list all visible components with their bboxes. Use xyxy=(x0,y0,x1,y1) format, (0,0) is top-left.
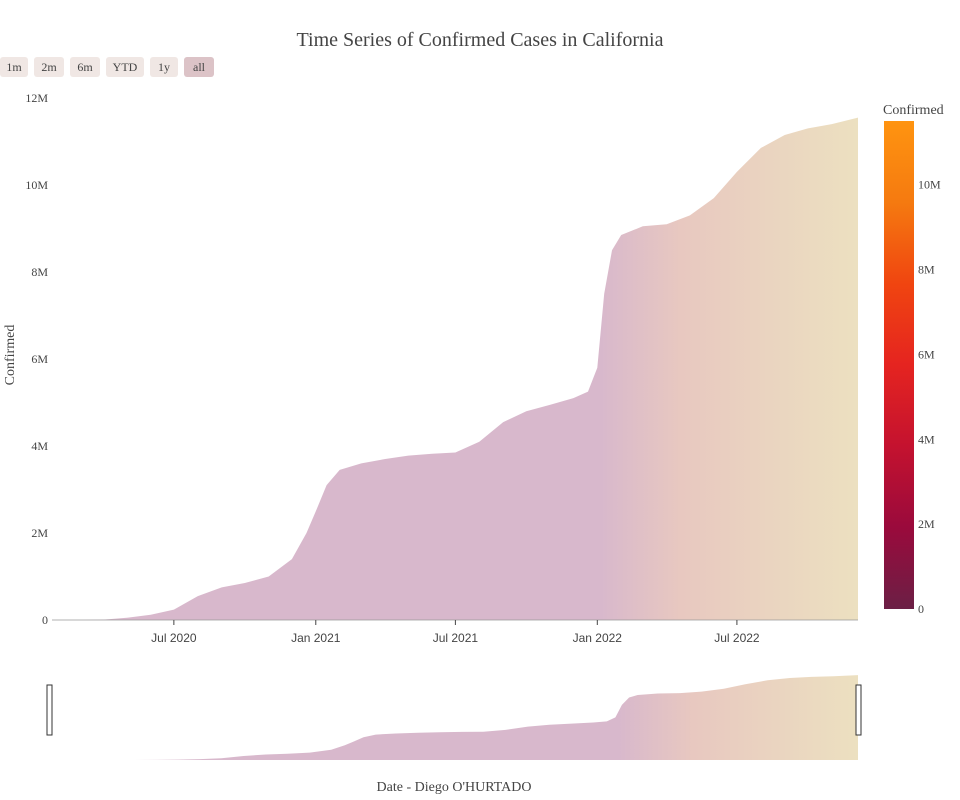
x-tick-label: Jan 2022 xyxy=(573,631,623,645)
main-plot[interactable]: 0 2M 4M 6M 8M 10M 12M Jul 2020 Jan 2021 Jul 2021… xyxy=(25,91,858,645)
colorbar-tick-label: 2M xyxy=(918,517,935,531)
colorbar-tick-label: 0 xyxy=(918,602,924,616)
range-button-bg xyxy=(70,57,100,77)
y-axis-label: Confirmed xyxy=(3,325,18,386)
y-tick-label: 12M xyxy=(25,91,48,105)
colorbar-tick-label: 8M xyxy=(918,263,935,277)
x-tick-label: Jul 2021 xyxy=(433,631,479,645)
colorbar-ticks: 0 2M 4M 6M 8M 10M xyxy=(918,178,941,616)
range-button-1y[interactable]: 1y xyxy=(150,57,178,77)
range-slider-area xyxy=(108,675,858,760)
range-button-bg xyxy=(184,57,214,77)
y-tick-label: 8M xyxy=(31,265,48,279)
range-button-2m[interactable]: 2m xyxy=(34,57,64,77)
chart-title: Time Series of Confirmed Cases in Califo… xyxy=(297,29,664,51)
range-button-ytd[interactable]: YTD xyxy=(106,57,144,77)
y-tick-label: 4M xyxy=(31,439,48,453)
area-series-confirmed xyxy=(52,117,858,620)
y-tick-label: 0 xyxy=(42,613,48,627)
x-axis-label: Date - Diego O'HURTADO xyxy=(377,780,532,795)
range-slider-right-handle[interactable] xyxy=(855,684,862,736)
range-button-1m[interactable]: 1m xyxy=(0,57,28,77)
y-tick-label: 2M xyxy=(31,526,48,540)
range-button-bg xyxy=(0,57,28,77)
range-slider-left-handle[interactable] xyxy=(46,684,53,736)
range-button-label: all xyxy=(193,60,206,74)
range-button-label: 6m xyxy=(77,60,93,74)
colorbar: Confirmed 0 2M 4M 6M 8M 10M xyxy=(883,103,944,616)
colorbar-gradient-bar xyxy=(884,121,914,609)
x-tick-label: Jan 2021 xyxy=(291,631,341,645)
colorbar-tick-label: 6M xyxy=(918,347,935,361)
y-axis-ticks: 0 2M 4M 6M 8M 10M 12M xyxy=(25,91,48,627)
range-button-bg xyxy=(34,57,64,77)
range-button-label: YTD xyxy=(113,60,138,74)
x-tick-label: Jul 2020 xyxy=(151,631,197,645)
y-tick-label: 6M xyxy=(31,352,48,366)
x-tick-label: Jul 2022 xyxy=(714,631,760,645)
colorbar-tick-label: 4M xyxy=(918,432,935,446)
range-slider[interactable] xyxy=(46,675,862,760)
range-button-label: 1m xyxy=(6,60,22,74)
colorbar-title: Confirmed xyxy=(883,103,944,118)
y-tick-label: 10M xyxy=(25,178,48,192)
range-button-all[interactable]: all xyxy=(184,57,214,77)
range-button-label: 1y xyxy=(158,60,170,74)
range-button-bg xyxy=(106,57,144,77)
range-button-6m[interactable]: 6m xyxy=(70,57,100,77)
colorbar-tick-label: 10M xyxy=(918,178,941,192)
range-selector: 1m 2m 6m YTD 1y all xyxy=(0,57,214,77)
range-button-bg xyxy=(150,57,178,77)
x-axis-ticks: Jul 2020 Jan 2021 Jul 2021 Jan 2022 Jul 2022 xyxy=(151,620,760,645)
range-button-label: 2m xyxy=(41,60,57,74)
